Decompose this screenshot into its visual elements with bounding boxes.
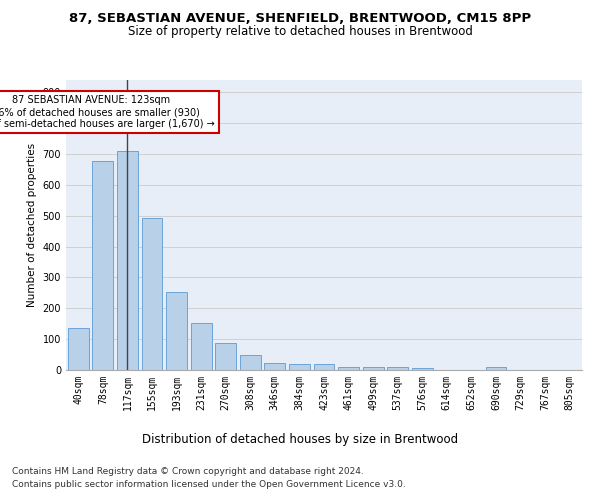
Text: Contains public sector information licensed under the Open Government Licence v3: Contains public sector information licen… (12, 480, 406, 489)
Bar (387, 367, 408, 370)
Bar (117, 151, 138, 370)
Bar (338, 367, 359, 370)
Bar (412, 368, 433, 370)
Text: Contains HM Land Registry data © Crown copyright and database right 2024.: Contains HM Land Registry data © Crown c… (12, 468, 364, 476)
Bar (166, 292, 187, 370)
Bar (215, 343, 236, 370)
Bar (265, 363, 286, 370)
Bar (92, 161, 113, 370)
Bar (485, 367, 506, 370)
Bar (68, 328, 89, 370)
Bar (142, 218, 163, 370)
Text: 87 SEBASTIAN AVENUE: 123sqm
← 36% of detached houses are smaller (930)
64% of se: 87 SEBASTIAN AVENUE: 123sqm ← 36% of det… (0, 96, 214, 128)
Bar (289, 364, 310, 370)
Bar (362, 367, 383, 370)
Y-axis label: Number of detached properties: Number of detached properties (27, 143, 37, 307)
Bar (314, 364, 334, 370)
Text: 87, SEBASTIAN AVENUE, SHENFIELD, BRENTWOOD, CM15 8PP: 87, SEBASTIAN AVENUE, SHENFIELD, BRENTWO… (69, 12, 531, 26)
Text: Distribution of detached houses by size in Brentwood: Distribution of detached houses by size … (142, 432, 458, 446)
Bar (240, 354, 261, 370)
Text: Size of property relative to detached houses in Brentwood: Size of property relative to detached ho… (128, 25, 472, 38)
Bar (191, 323, 212, 370)
